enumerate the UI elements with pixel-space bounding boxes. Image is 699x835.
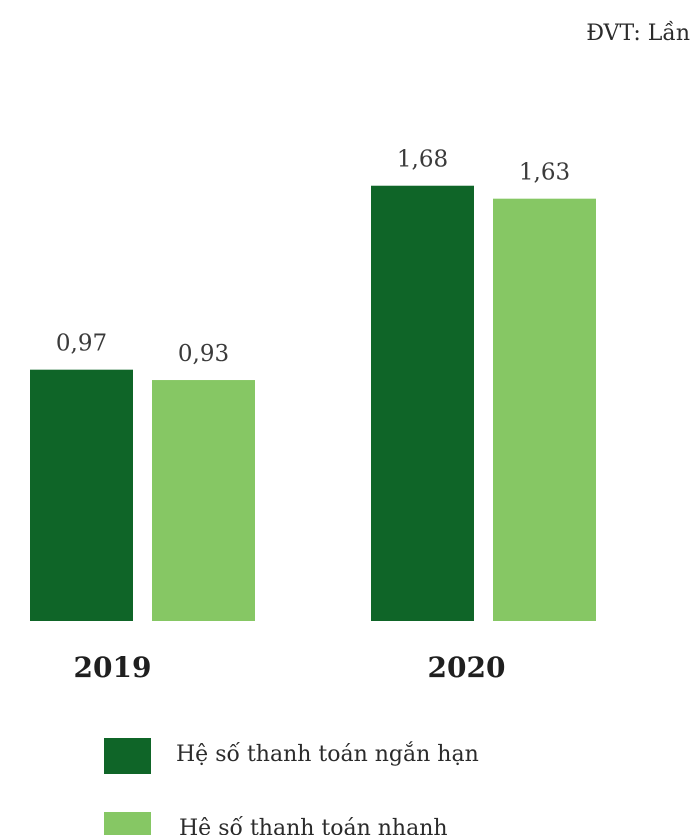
bar-2020-series-2 [493, 198, 596, 621]
category-labels-layer: 2019 2020 [74, 651, 506, 684]
value-label-2019-series-1: 0,97 [56, 331, 107, 357]
legend-swatch-series-2 [104, 812, 151, 835]
legend-label-series-1: Hệ số thanh toán ngắn hạn [176, 741, 479, 767]
category-label-2020: 2020 [428, 651, 506, 684]
bar-2020-series-1 [371, 185, 474, 621]
unit-label: ĐVT: Lần [586, 20, 690, 46]
value-label-2020-series-2: 1,63 [519, 160, 570, 186]
bar-2019-series-1 [30, 369, 133, 621]
category-label-2019: 2019 [74, 651, 152, 684]
legend-item-series-2: Hệ số thanh toán nhanh [104, 812, 448, 835]
bar-2019-series-2 [152, 380, 255, 621]
legend-label-series-2: Hệ số thanh toán nhanh [179, 815, 448, 835]
value-label-2019-series-2: 0,93 [178, 341, 229, 367]
value-labels-layer: 0,97 0,93 1,68 1,63 [56, 147, 570, 367]
legend-swatch-series-1 [104, 738, 151, 774]
bars-layer [30, 185, 596, 621]
value-label-2020-series-1: 1,68 [397, 147, 448, 173]
legend: Hệ số thanh toán ngắn hạn Hệ số thanh toá… [104, 738, 479, 835]
legend-item-series-1: Hệ số thanh toán ngắn hạn [104, 738, 479, 774]
